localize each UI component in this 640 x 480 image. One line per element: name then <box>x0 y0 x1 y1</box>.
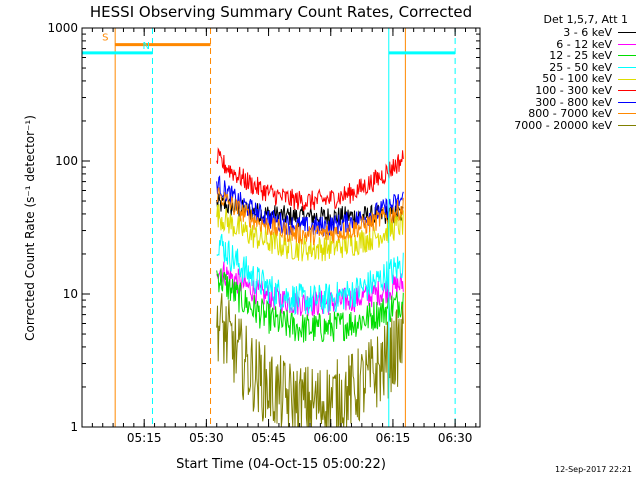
legend-entry-label: 100 - 300 keV <box>535 83 612 97</box>
series-line <box>216 147 404 212</box>
legend-swatch <box>618 101 636 103</box>
timestamp: 12-Sep-2017 22:21 <box>555 465 632 474</box>
chart-title: HESSI Observing Summary Count Rates, Cor… <box>90 3 472 21</box>
y-tick-label: 1 <box>70 420 78 434</box>
series-line <box>216 233 404 316</box>
legend-swatch <box>618 55 636 57</box>
legend-entry-label: 6 - 12 keV <box>556 37 612 51</box>
legend-header: Det 1,5,7, Att 1 <box>543 13 628 26</box>
legend-entry: 300 - 800 keV <box>476 95 636 109</box>
x-tick-label: 05:30 <box>189 431 224 445</box>
series-line <box>216 293 404 428</box>
series-line <box>216 268 404 343</box>
legend-swatch <box>618 32 636 34</box>
legend-swatch <box>618 43 636 45</box>
legend: Det 1,5,7, Att 1 3 - 6 keV 6 - 12 keV 12 -… <box>476 12 636 131</box>
flag-label: N <box>142 41 149 52</box>
legend-entry: 800 - 7000 keV <box>476 108 636 120</box>
legend-entry: 7000 - 20000 keV <box>476 120 636 132</box>
legend-entry-label: 50 - 100 keV <box>542 72 612 86</box>
legend-entry-label: 12 - 25 keV <box>549 49 612 63</box>
y-tick-label: 100 <box>55 154 78 168</box>
y-tick-label: 1000 <box>47 21 78 35</box>
y-tick-label: 10 <box>63 287 78 301</box>
x-tick-label: 05:45 <box>251 431 286 445</box>
x-axis-label: Start Time (04-Oct-15 05:00:22) <box>176 457 386 472</box>
legend-rows: 3 - 6 keV 6 - 12 keV 12 - 25 keV 25 - 50 ke… <box>476 27 636 131</box>
legend-swatch <box>618 90 636 92</box>
x-tick-label: 05:15 <box>127 431 162 445</box>
legend-entry-label: 800 - 7000 keV <box>528 107 612 121</box>
legend-entry: 50 - 100 keV <box>476 73 636 85</box>
legend-entry: 25 - 50 keV <box>476 62 636 74</box>
legend-entry-label: 7000 - 20000 keV <box>514 118 612 132</box>
legend-swatch <box>618 67 636 69</box>
legend-swatch <box>618 113 636 115</box>
series-line <box>216 186 404 246</box>
ticks-layer: 05:15 05:30 05:45 06:00 06:15 06:30 1 10 100 1000 <box>47 21 480 445</box>
legend-entry-label: 300 - 800 keV <box>535 95 612 109</box>
legend-entry: 3 - 6 keV <box>476 27 636 39</box>
legend-swatch <box>618 125 636 127</box>
legend-swatch <box>618 78 636 80</box>
x-tick-label: 06:00 <box>313 431 348 445</box>
legend-entry: 6 - 12 keV <box>476 37 636 51</box>
legend-entry-label: 3 - 6 keV <box>563 26 612 39</box>
x-tick-label: 06:15 <box>376 431 411 445</box>
series-line <box>216 204 404 262</box>
y-axis-label: Corrected Count Rate (s⁻¹ detector⁻¹) <box>23 115 37 341</box>
series-layer <box>216 147 404 428</box>
plot-frame <box>81 27 481 428</box>
legend-entry-label: 25 - 50 keV <box>549 60 612 74</box>
legend-entry: 100 - 300 keV <box>476 85 636 97</box>
legend-entry: 12 - 25 keV <box>476 50 636 62</box>
flag-label: S <box>102 33 108 44</box>
x-tick-label: 06:30 <box>438 431 473 445</box>
